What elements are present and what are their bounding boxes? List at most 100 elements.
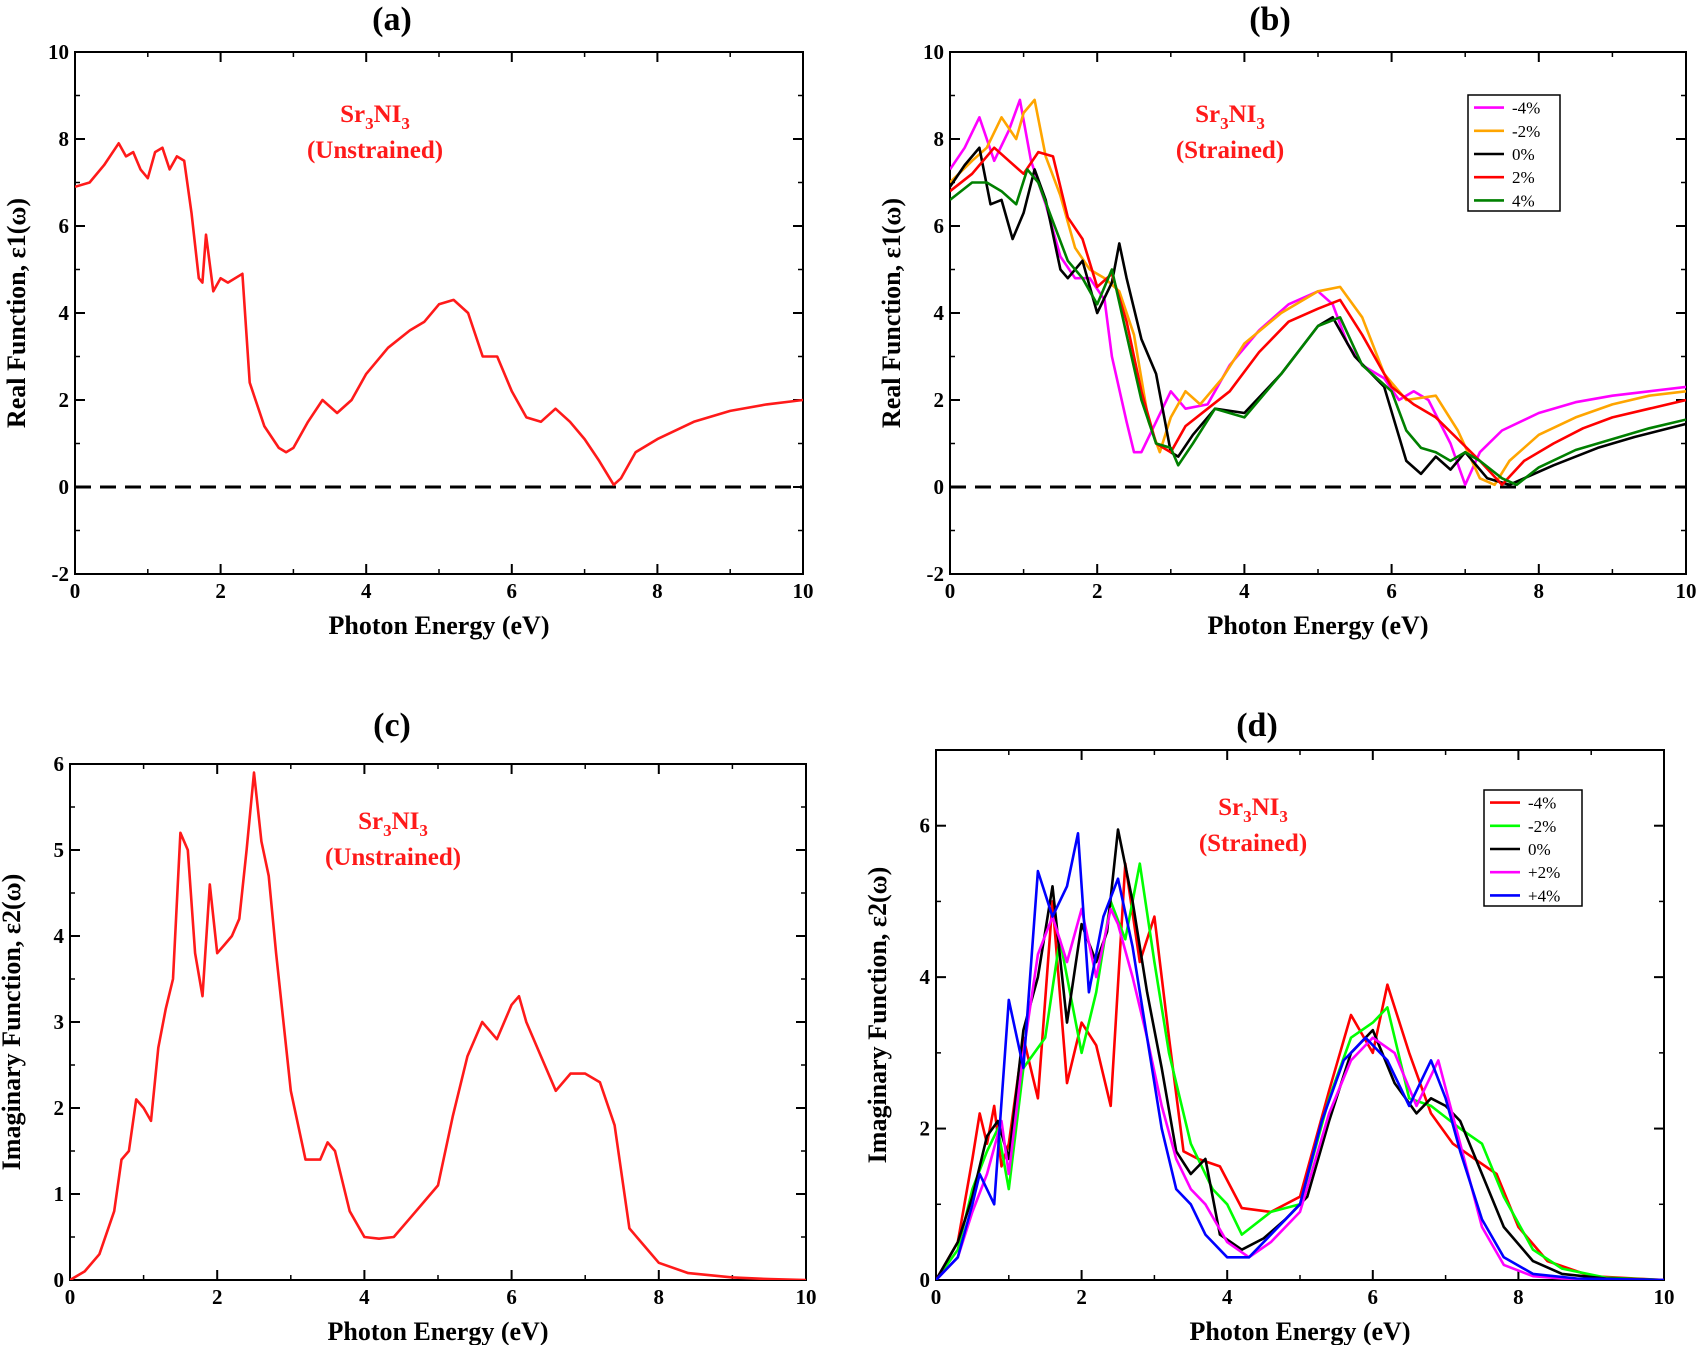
legend-label: 0% xyxy=(1512,145,1535,164)
y-tick-label: -2 xyxy=(52,562,70,586)
formula-annotation: Sr3​NI3​ xyxy=(358,808,428,840)
series-line-0pct xyxy=(950,146,1686,487)
x-tick-label: 8 xyxy=(1513,1285,1524,1309)
formula-subscript: 3 xyxy=(401,114,410,133)
legend-label: -4% xyxy=(1512,99,1540,118)
series-line-minus2pct xyxy=(950,98,1686,487)
y-tick-label: 0 xyxy=(934,475,945,499)
y-tick-label: 6 xyxy=(54,752,65,776)
y-tick-label: 2 xyxy=(59,388,70,412)
series-line-2pct xyxy=(950,146,1686,487)
formula-subscript: 3 xyxy=(1256,114,1265,133)
y-tick-label: -2 xyxy=(927,562,945,586)
panel-c-label: (c) xyxy=(373,707,411,744)
y-tick-label: 4 xyxy=(920,965,931,989)
panel-d-ylabel: Imaginary Function, ε2(ω) xyxy=(863,867,892,1164)
legend-label: 2% xyxy=(1512,168,1535,187)
x-tick-label: 0 xyxy=(70,579,81,603)
formula-annotation: Sr3​NI3​ xyxy=(340,101,410,133)
x-tick-label: 8 xyxy=(654,1285,665,1309)
y-tick-label: 4 xyxy=(54,924,65,948)
x-tick-label: 2 xyxy=(1076,1285,1087,1309)
panel-b-frame xyxy=(949,51,1687,575)
formula-annotation: Sr3​NI3​ xyxy=(1195,101,1265,133)
x-tick-label: 2 xyxy=(212,1285,223,1309)
strain-state-annotation: (Strained) xyxy=(1176,137,1284,164)
x-tick-label: 10 xyxy=(1654,1285,1675,1309)
y-tick-label: 0 xyxy=(59,475,70,499)
x-tick-label: 10 xyxy=(793,579,814,603)
panel-a-ylabel: Real Function, ε1(ω) xyxy=(2,198,31,428)
panel-b-ylabel: Real Function, ε1(ω) xyxy=(877,198,906,428)
legend-label: 4% xyxy=(1512,191,1535,210)
y-tick-label: 1 xyxy=(54,1182,65,1206)
legend-label: -2% xyxy=(1512,122,1540,141)
panel-a-frame xyxy=(74,51,804,575)
formula-annotation: Sr3​NI3​ xyxy=(1218,794,1288,826)
strain-state-annotation: (Strained) xyxy=(1199,830,1307,857)
x-tick-label: 10 xyxy=(1676,579,1697,603)
x-tick-label: 10 xyxy=(796,1285,817,1309)
y-tick-label: 10 xyxy=(48,40,69,64)
y-tick-label: 2 xyxy=(920,1117,931,1141)
formula-element: Sr xyxy=(1195,101,1220,128)
series-line-main xyxy=(75,142,803,487)
x-tick-label: 4 xyxy=(1239,579,1250,603)
panel-b-xlabel: Photon Energy (eV) xyxy=(1208,611,1429,640)
y-tick-label: 5 xyxy=(54,838,65,862)
y-tick-label: 6 xyxy=(920,814,931,838)
series-line-plus4pct xyxy=(936,831,1664,1280)
formula-element: Sr xyxy=(1218,794,1243,821)
panel-d-legend: -4% -2% 0% +2% +4% xyxy=(1483,789,1583,907)
x-tick-label: 2 xyxy=(215,579,226,603)
legend-label: -4% xyxy=(1528,794,1556,813)
y-tick-label: 0 xyxy=(920,1268,931,1292)
formula-subscript: 3 xyxy=(1220,114,1229,133)
formula-subscript: 3 xyxy=(1279,807,1288,826)
formula-subscript: 3 xyxy=(1243,807,1252,826)
y-tick-label: 0 xyxy=(54,1268,65,1292)
x-tick-label: 8 xyxy=(652,579,663,603)
formula-element: Sr xyxy=(340,101,365,128)
x-tick-label: 6 xyxy=(507,579,518,603)
y-tick-label: 4 xyxy=(934,301,945,325)
strain-state-annotation: (Unstrained) xyxy=(325,844,461,871)
legend-label: -2% xyxy=(1528,817,1556,836)
x-tick-label: 4 xyxy=(361,579,372,603)
panel-a-label: (a) xyxy=(372,1,412,38)
series-line-main xyxy=(70,771,806,1280)
formula-subscript: 3 xyxy=(383,821,392,840)
x-tick-label: 0 xyxy=(65,1285,76,1309)
x-tick-label: 6 xyxy=(506,1285,517,1309)
x-tick-label: 4 xyxy=(1222,1285,1233,1309)
y-tick-label: 2 xyxy=(54,1096,65,1120)
panel-c: (c) Photon Energy (eV) Imaginary Functio… xyxy=(0,707,817,1345)
panel-a: (a) Photon Energy (eV) Real Function, ε1… xyxy=(2,1,814,640)
panel-d-xlabel: Photon Energy (eV) xyxy=(1190,1317,1411,1345)
y-tick-label: 4 xyxy=(59,301,70,325)
panel-c-xlabel: Photon Energy (eV) xyxy=(328,1317,549,1345)
formula-element: NI xyxy=(1229,101,1257,128)
panel-b-label: (b) xyxy=(1249,1,1291,38)
panel-b: (b) Photon Energy (eV) Real Function, ε1… xyxy=(877,1,1697,640)
panel-b-legend: -4% -2% 0% 2% 4% xyxy=(1467,94,1561,212)
series-line-plus2pct xyxy=(936,907,1664,1280)
y-tick-label: 8 xyxy=(59,127,70,151)
panel-a-xlabel: Photon Energy (eV) xyxy=(329,611,550,640)
x-tick-label: 2 xyxy=(1092,579,1103,603)
series-line-minus2pct xyxy=(936,862,1664,1280)
formula-element: NI xyxy=(392,808,420,835)
y-tick-label: 3 xyxy=(54,1010,65,1034)
x-tick-label: 6 xyxy=(1368,1285,1379,1309)
formula-subscript: 3 xyxy=(365,114,374,133)
formula-subscript: 3 xyxy=(419,821,428,840)
x-tick-label: 8 xyxy=(1534,579,1545,603)
formula-element: Sr xyxy=(358,808,383,835)
legend-label: +2% xyxy=(1528,863,1560,882)
x-tick-label: 0 xyxy=(945,579,956,603)
x-tick-label: 0 xyxy=(931,1285,942,1309)
legend-label: 0% xyxy=(1528,840,1551,859)
x-tick-label: 6 xyxy=(1386,579,1397,603)
legend-label: +4% xyxy=(1528,886,1560,905)
